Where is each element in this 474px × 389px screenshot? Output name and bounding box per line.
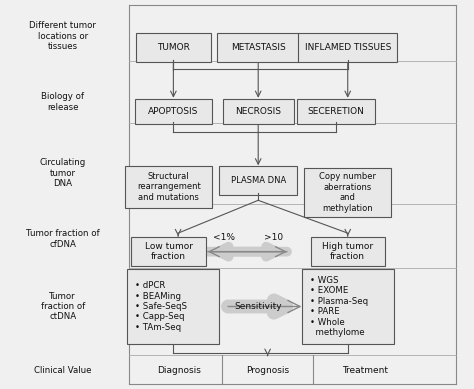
Text: NECROSIS: NECROSIS [235, 107, 281, 116]
Text: SECERETION: SECERETION [308, 107, 365, 116]
FancyBboxPatch shape [298, 33, 397, 62]
FancyBboxPatch shape [304, 168, 392, 217]
Text: Circulating
tumor
DNA: Circulating tumor DNA [39, 158, 86, 188]
Text: • WGS
• EXOME
• Plasma-Seq
• PARE
• Whole
  methylome: • WGS • EXOME • Plasma-Seq • PARE • Whol… [310, 276, 368, 337]
Text: PLASMA DNA: PLASMA DNA [230, 177, 286, 186]
Text: High tumor
fraction: High tumor fraction [322, 242, 374, 261]
Text: Biology of
release: Biology of release [41, 92, 84, 112]
FancyBboxPatch shape [125, 166, 212, 208]
Text: Copy number
aberrations
and
methylation: Copy number aberrations and methylation [319, 172, 376, 213]
Text: <1%: <1% [213, 233, 235, 242]
FancyBboxPatch shape [310, 237, 385, 266]
Text: Different tumor
locations or
tissues: Different tumor locations or tissues [29, 21, 96, 51]
FancyBboxPatch shape [223, 99, 293, 124]
FancyBboxPatch shape [297, 99, 375, 124]
Text: >10: >10 [264, 233, 283, 242]
Text: Diagnosis: Diagnosis [157, 366, 201, 375]
FancyBboxPatch shape [131, 237, 206, 266]
Text: Structural
rearrangement
and mutations: Structural rearrangement and mutations [137, 172, 201, 202]
FancyBboxPatch shape [128, 269, 219, 344]
Text: TUMOR: TUMOR [157, 43, 190, 52]
Text: INFLAMED TISSUES: INFLAMED TISSUES [305, 43, 391, 52]
FancyBboxPatch shape [136, 33, 211, 62]
Text: APOPTOSIS: APOPTOSIS [148, 107, 199, 116]
Text: Tumor
fraction of
ctDNA: Tumor fraction of ctDNA [40, 292, 85, 321]
FancyBboxPatch shape [302, 269, 394, 344]
Text: Treatment: Treatment [342, 366, 388, 375]
Text: Low tumor
fraction: Low tumor fraction [145, 242, 192, 261]
FancyBboxPatch shape [219, 166, 297, 195]
Text: Tumor fraction of
cfDNA: Tumor fraction of cfDNA [26, 229, 100, 249]
Text: Prognosis: Prognosis [246, 366, 289, 375]
Text: • dPCR
• BEAMing
• Safe-SeqS
• Capp-Seq
• TAm-Seq: • dPCR • BEAMing • Safe-SeqS • Capp-Seq … [136, 281, 187, 332]
Text: METASTASIS: METASTASIS [231, 43, 285, 52]
FancyBboxPatch shape [135, 99, 212, 124]
Text: Sensitivity: Sensitivity [234, 302, 282, 311]
Text: Clinical Value: Clinical Value [34, 366, 91, 375]
FancyBboxPatch shape [217, 33, 300, 62]
